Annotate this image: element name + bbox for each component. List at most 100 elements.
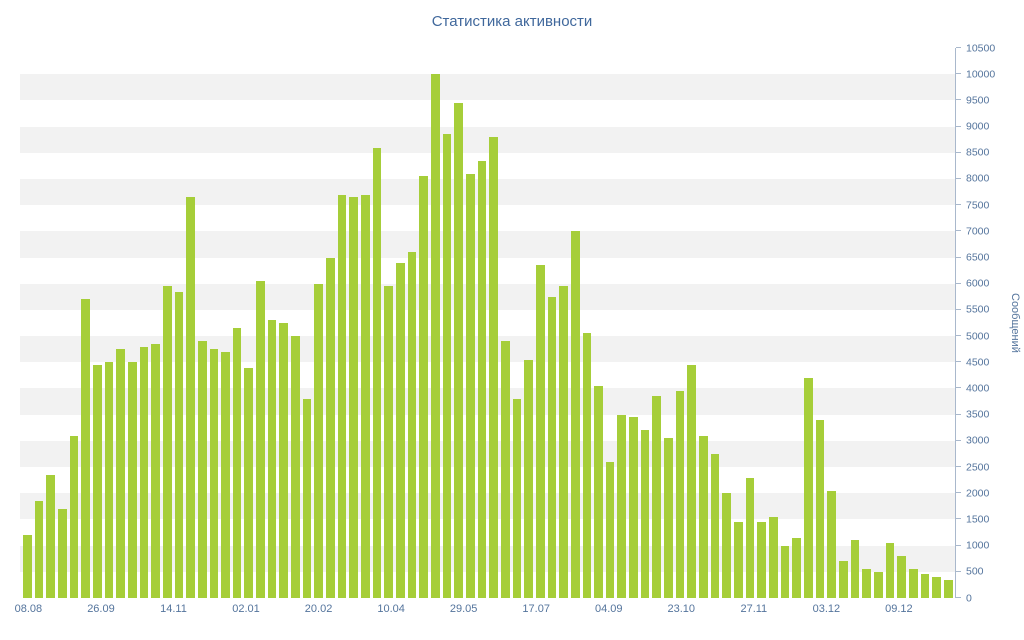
bar — [279, 323, 289, 598]
bar — [757, 522, 766, 598]
y-axis-tick-label: 3000 — [966, 434, 990, 447]
y-axis-tick-label: 6500 — [966, 251, 990, 264]
y-axis-tick — [956, 73, 961, 75]
bar — [594, 385, 603, 598]
bar — [745, 477, 755, 598]
bar — [197, 341, 207, 598]
y-axis-tick-label: 9000 — [966, 120, 990, 133]
y-axis-tick — [956, 99, 961, 101]
bar — [897, 556, 906, 598]
bar — [582, 333, 592, 598]
y-axis-tick — [956, 151, 961, 153]
bar — [535, 265, 545, 598]
y-axis-tick — [956, 413, 961, 415]
bar — [267, 320, 277, 598]
bar — [827, 490, 836, 598]
bar — [186, 197, 195, 598]
y-axis-tick-label: 9500 — [966, 94, 990, 107]
bar — [640, 430, 650, 598]
bar — [337, 194, 347, 598]
y-axis-tick-label: 0 — [966, 591, 972, 604]
bar — [314, 283, 324, 598]
bar — [699, 435, 708, 598]
y-axis-tick — [956, 47, 961, 48]
y-axis-tick — [956, 256, 961, 258]
y-axis-tick — [956, 177, 961, 179]
bar — [769, 516, 778, 598]
bar — [151, 343, 160, 598]
grid-stripe — [20, 74, 955, 101]
bar — [617, 414, 627, 598]
bar — [943, 579, 953, 598]
x-axis-label: 26.09 — [87, 603, 115, 615]
bar — [162, 286, 172, 598]
bar — [500, 341, 510, 598]
bar — [652, 396, 662, 598]
bar — [46, 474, 55, 598]
y-axis: 0 500 1000 1500 2000 2500 3000 3500 4000 4500 5000… — [955, 43, 1017, 603]
bar — [605, 461, 615, 598]
bar — [477, 160, 487, 598]
bar — [920, 574, 930, 598]
bar — [838, 561, 848, 598]
y-axis-tick — [956, 282, 961, 284]
x-axis-label: 08.08 — [14, 603, 43, 615]
plot-area — [20, 48, 955, 598]
y-axis-tick-label: 2000 — [966, 487, 990, 499]
y-axis-title: Сообщений — [1009, 293, 1021, 353]
bar — [465, 173, 475, 598]
bar — [664, 438, 673, 598]
bar — [722, 493, 732, 598]
bar — [326, 257, 335, 598]
bar — [104, 362, 114, 598]
bar — [734, 522, 743, 598]
bar — [873, 571, 883, 598]
y-axis-tick-label: 5500 — [966, 303, 990, 316]
x-axis-label: 09.12 — [885, 603, 913, 615]
bar — [232, 328, 242, 598]
y-axis-tick-label: 5000 — [966, 329, 990, 342]
bar — [69, 435, 79, 598]
y-axis-tick — [956, 518, 961, 520]
y-axis-tick-label: 4000 — [966, 382, 990, 395]
x-axis-label: 29.05 — [449, 603, 478, 615]
bar — [862, 569, 871, 598]
bar — [489, 137, 498, 598]
bar — [419, 176, 428, 598]
bar — [349, 197, 359, 598]
y-axis-tick — [956, 204, 961, 206]
bar — [361, 194, 370, 598]
y-axis-tick-label: 6000 — [966, 277, 990, 290]
bar — [372, 147, 382, 598]
y-axis-tick-label: 10500 — [966, 41, 996, 54]
bar — [396, 262, 405, 598]
bar — [407, 252, 417, 598]
bar — [430, 74, 440, 598]
bar — [302, 398, 312, 598]
y-axis-tick — [956, 387, 961, 389]
bar — [442, 134, 452, 598]
bar — [559, 286, 568, 598]
bar — [675, 391, 685, 598]
x-axis-label: 14.11 — [160, 603, 187, 615]
bar — [629, 417, 638, 598]
x-axis-label: 27.11 — [740, 603, 768, 615]
y-axis-tick — [956, 570, 961, 572]
x-axis: 08.08 26.09 14.11 02.01 20.02 10.04 29.05 17.07… — [15, 603, 955, 619]
x-axis-label: 10.04 — [377, 603, 405, 615]
bar — [384, 286, 393, 598]
bar — [81, 299, 90, 598]
bar — [932, 577, 941, 598]
bar — [127, 362, 137, 598]
bar — [885, 543, 895, 598]
y-axis-tick — [956, 544, 961, 546]
y-axis-tick-label: 7000 — [966, 225, 990, 238]
bar — [209, 349, 219, 598]
grid-stripe — [20, 126, 955, 153]
y-axis-tick — [956, 439, 961, 441]
bar — [850, 540, 860, 598]
y-axis-tick — [956, 361, 961, 363]
bar — [570, 231, 580, 598]
bar — [710, 453, 720, 598]
y-axis-tick-label: 3500 — [966, 408, 990, 421]
